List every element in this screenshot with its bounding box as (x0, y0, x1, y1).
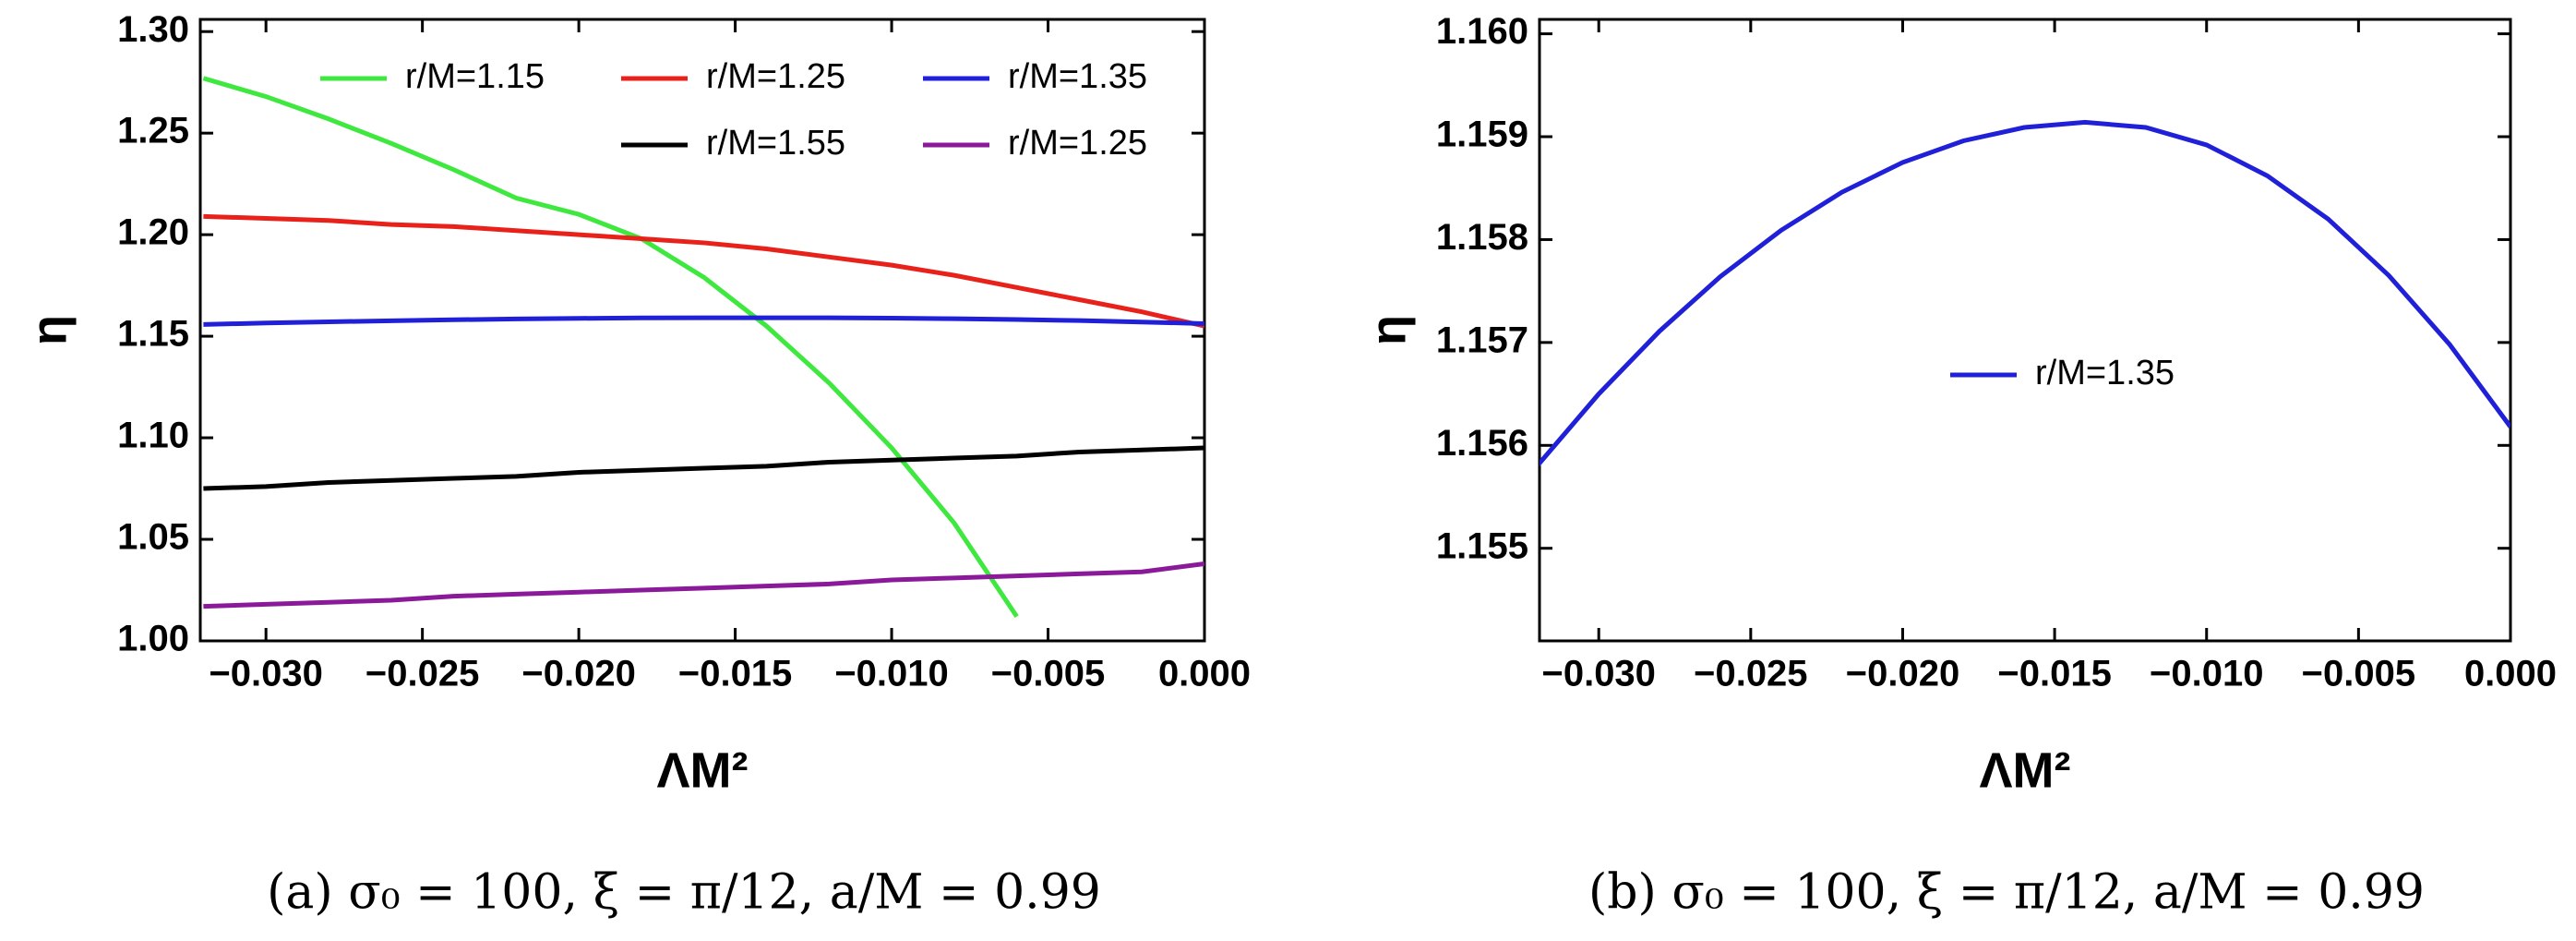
y-tick-label: 1.158 (1436, 217, 1528, 258)
x-tick-label: −0.020 (1846, 654, 1959, 694)
y-axis-title: η (21, 315, 77, 345)
y-tick-label: 1.00 (117, 619, 189, 659)
line-series (203, 315, 1204, 327)
x-tick-label: −0.010 (2150, 654, 2263, 694)
y-tick-label: 1.25 (117, 111, 189, 151)
y-tick-label: 1.10 (117, 416, 189, 456)
x-tick-label: −0.005 (2302, 654, 2415, 694)
plot-frame (198, 18, 1206, 643)
x-tick-label: −0.030 (209, 654, 322, 694)
legend-label: r/M=1.25 (706, 57, 845, 96)
y-tick-label: 1.159 (1436, 115, 1528, 155)
x-tick-label: −0.010 (834, 654, 948, 694)
line-series (1540, 119, 2510, 467)
y-tick-label: 1.155 (1436, 525, 1528, 566)
y-tick-label: 1.30 (117, 9, 189, 50)
line-series (203, 561, 1204, 609)
y-tick-label: 1.160 (1436, 11, 1528, 52)
plot-frame (1538, 18, 2512, 643)
y-tick-label: 1.157 (1436, 320, 1528, 360)
line-series (203, 213, 1204, 329)
legend-label: r/M=1.55 (706, 124, 845, 163)
x-tick-label: −0.030 (1541, 654, 1655, 694)
panel: −0.030 −0.025 −0.020 −0.015 −0.010 −0.005 0.00… (21, 9, 1251, 921)
x-tick-label: −0.015 (678, 654, 792, 694)
x-tick-label: −0.015 (1997, 654, 2111, 694)
line-series (202, 76, 1019, 619)
x-tick-label: −0.020 (521, 654, 635, 694)
legend-label: r/M=1.15 (405, 57, 545, 96)
y-tick-label: 1.15 (117, 314, 189, 355)
x-axis-title: ΛM² (1980, 742, 2071, 798)
legend-label: r/M=1.35 (2035, 354, 2175, 392)
legend-label: r/M=1.25 (1008, 124, 1147, 163)
x-axis-title: ΛM² (657, 742, 749, 798)
caption: (a) σ₀ = 100, ξ = π/12, a/M = 0.99 (267, 865, 1101, 921)
y-tick-label: 1.05 (117, 517, 189, 558)
x-tick-label: −0.005 (991, 654, 1105, 694)
y-tick-label: 1.156 (1436, 423, 1528, 464)
x-tick-label: 0.000 (1158, 654, 1251, 694)
caption: (b) σ₀ = 100, ξ = π/12, a/M = 0.99 (1588, 865, 2425, 921)
y-tick-label: 1.20 (117, 212, 189, 253)
x-tick-label: −0.025 (365, 654, 479, 694)
y-axis-title: η (1360, 315, 1416, 345)
panel: −0.030 −0.025 −0.020 −0.015 −0.010 −0.005 0.00… (1360, 11, 2557, 920)
legend-label: r/M=1.35 (1008, 57, 1147, 96)
line-series (203, 445, 1204, 491)
x-tick-label: −0.025 (1694, 654, 1807, 694)
x-tick-label: 0.000 (2464, 654, 2557, 694)
